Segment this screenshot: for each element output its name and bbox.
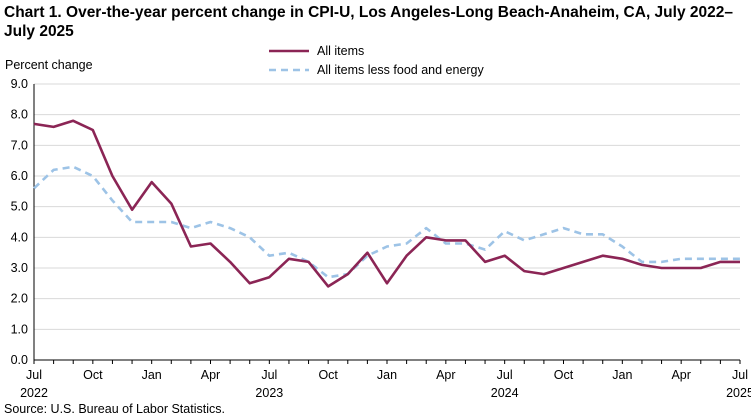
x-tick-label: Jul: [732, 368, 748, 382]
x-tick-year-label: 2022: [20, 386, 48, 400]
x-tick-label: Oct: [318, 368, 338, 382]
x-tick-label: Apr: [671, 368, 690, 382]
axes: 0.0 1.0 2.0 3.0 4.0 5.0 6.0 7.0 8.0 9.0 Jul 2022 Oct…: [11, 77, 751, 400]
x-tick-year-label: 2023: [255, 386, 283, 400]
y-tick-label: 7.0: [11, 138, 28, 152]
gridlines: [34, 83, 740, 330]
y-tick-label: 1.0: [11, 322, 28, 336]
x-tick-label: Jul: [497, 368, 513, 382]
x-tick-label: Jan: [377, 368, 397, 382]
x-tick-label: Jan: [612, 368, 632, 382]
source-note: Source: U.S. Bureau of Labor Statistics.: [4, 402, 225, 416]
y-tick-label: 8.0: [11, 108, 28, 122]
y-tick-label: 5.0: [11, 200, 28, 214]
y-tick-label: 4.0: [11, 230, 28, 244]
x-tick-label: Oct: [554, 368, 574, 382]
x-tick-year-label: 2024: [491, 386, 519, 400]
legend-label: All items: [317, 44, 364, 58]
x-tick-label: Apr: [201, 368, 220, 382]
chart-title: Chart 1. Over-the-year percent change in…: [4, 4, 733, 40]
legend-label: All items less food and energy: [317, 63, 485, 77]
series-lines: [33, 119, 740, 288]
x-tick-label: Jan: [142, 368, 162, 382]
y-axis-label: Percent change: [5, 58, 93, 72]
y-tick-label: 6.0: [11, 169, 28, 183]
x-tick-label: Jul: [26, 368, 42, 382]
series-line-all-items: [33, 119, 740, 288]
x-tick-label: Apr: [436, 368, 455, 382]
x-tick-label: Oct: [83, 368, 103, 382]
x-tick-label: Jul: [261, 368, 277, 382]
y-tick-label: 9.0: [11, 77, 28, 91]
y-tick-label: 2.0: [11, 292, 28, 306]
x-tick-year-label: 2025: [726, 386, 751, 400]
y-tick-label: 3.0: [11, 261, 28, 275]
y-tick-label: 0.0: [11, 353, 28, 367]
legend: All items All items less food and energy: [269, 44, 485, 77]
series-line-core: [33, 165, 740, 279]
